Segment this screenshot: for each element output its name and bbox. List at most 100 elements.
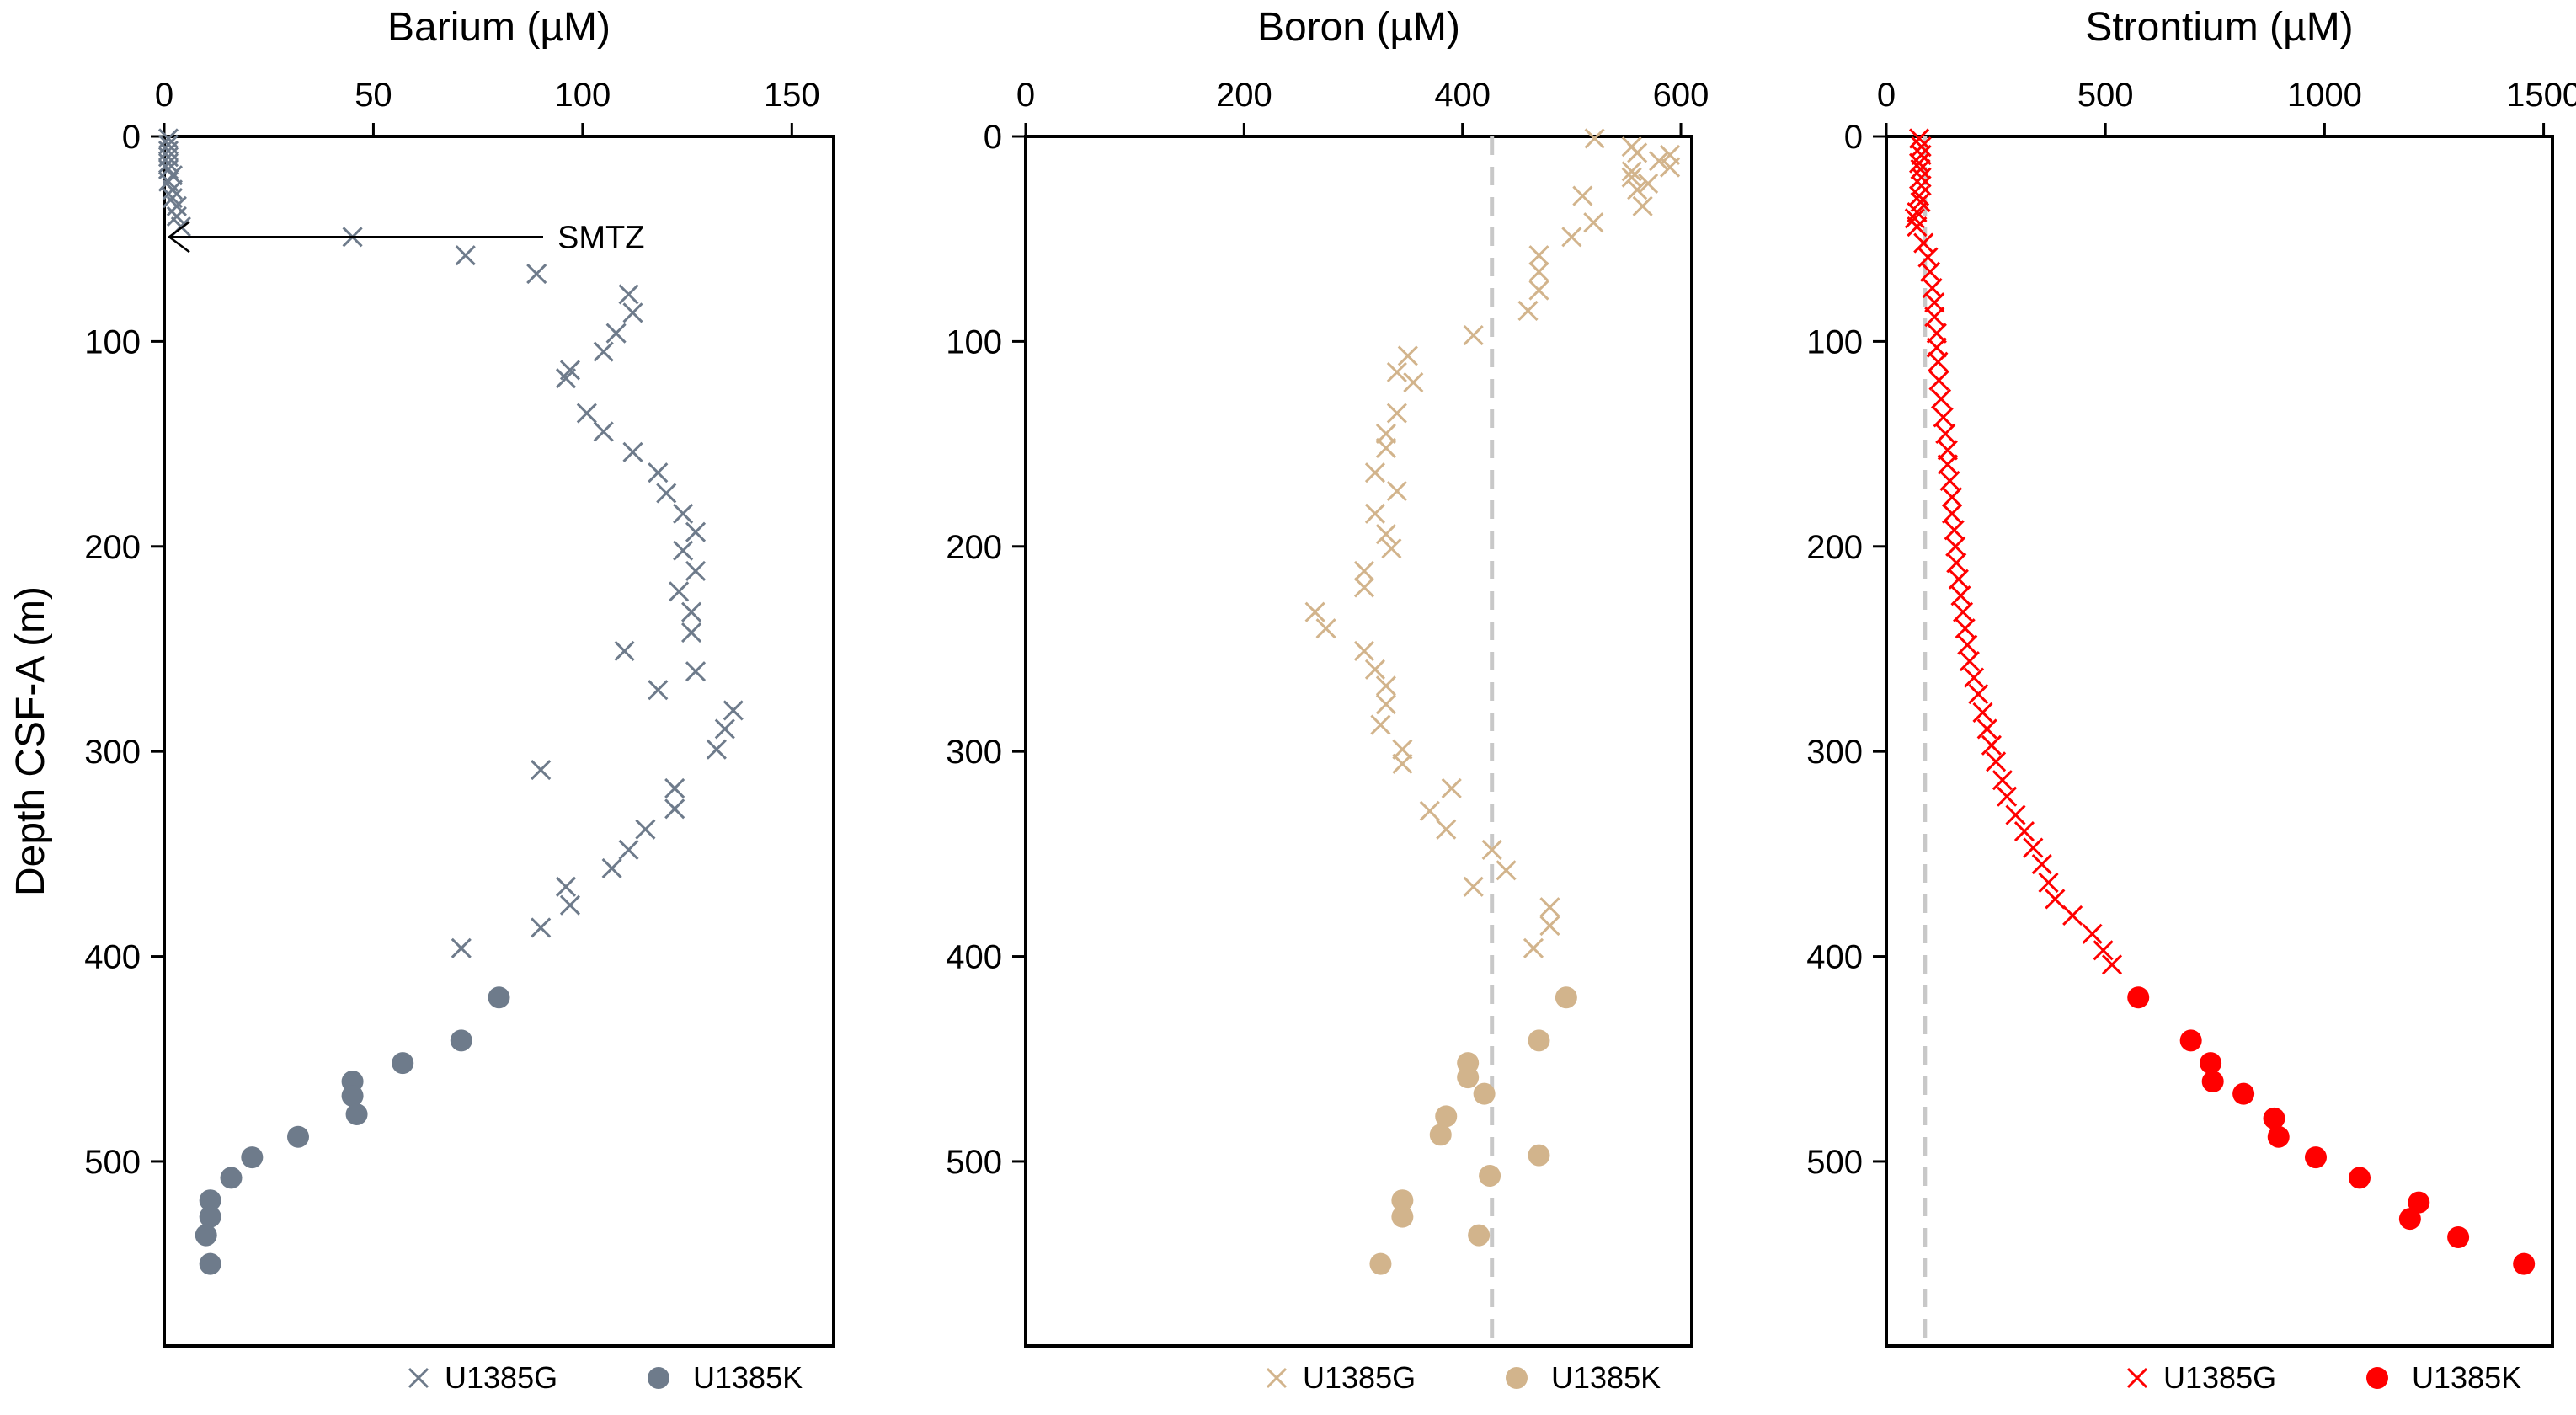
panel-2-point-U1385K: [1479, 1164, 1501, 1187]
panel-1-point-U1385G: [706, 739, 727, 760]
panel-2-point-U1385G: [1364, 462, 1386, 483]
panel-3-legend-label: U1385G: [2163, 1360, 2276, 1395]
panel-1-point-U1385G: [162, 179, 183, 200]
panel-3-point-U1385G: [2038, 872, 2059, 893]
panel-3-point-U1385K: [2127, 986, 2150, 1009]
panel-3-frame: [1885, 135, 2554, 1348]
panel-2-point-U1385K: [1555, 986, 1577, 1009]
panel-2-legend-marker-U1385G: [1266, 1367, 1288, 1389]
panel-3-point-U1385G: [1904, 208, 1925, 229]
panel-3-point-U1385K: [2408, 1191, 2430, 1214]
panel-1-point-U1385G: [685, 521, 707, 542]
panel-3-point-U1385G: [1944, 520, 1965, 541]
panel-1-ytick-label: 300: [84, 734, 141, 771]
panel-3-point-U1385G: [1937, 454, 1958, 475]
panel-1-legend-label: U1385K: [693, 1360, 803, 1395]
panel-3-point-U1385G: [2023, 837, 2044, 858]
panel-3-point-U1385K: [2200, 1052, 2222, 1075]
panel-3-point-U1385G: [2031, 853, 2052, 875]
panel-1-frame: [163, 135, 835, 1348]
panel-frames: [151, 123, 2554, 1348]
panel-3-point-U1385G: [2093, 940, 2114, 961]
panel-1-xtick-label: 50: [355, 77, 392, 114]
panel-1-point-U1385K: [199, 1205, 221, 1228]
panel-2-point-U1385G: [1353, 640, 1375, 661]
panel-2-point-U1385G: [1621, 161, 1642, 182]
panel-2-point-U1385G: [1583, 212, 1604, 233]
panel-1-point-U1385G: [685, 560, 707, 582]
panel-2-point-U1385K: [1369, 1252, 1392, 1275]
panel-2-point-U1385G: [1638, 173, 1659, 195]
panel-3-point-U1385G: [1986, 751, 2007, 772]
panel-2-point-U1385G: [1370, 714, 1391, 735]
panel-2-point-U1385K: [1457, 1066, 1480, 1089]
chart-text: Barium (µM)0 50 100 1500100200300400500U138…: [8, 5, 2576, 1395]
panel-3-point-U1385K: [2304, 1146, 2327, 1169]
panel-3-legend-label: U1385K: [2412, 1360, 2521, 1395]
panel-3-ytick-label: 400: [1806, 939, 1863, 976]
panel-3-point-U1385G: [2045, 889, 2066, 910]
panel-3-point-U1385G: [1955, 618, 1976, 639]
panel-2-point-U1385K: [1468, 1224, 1491, 1247]
panel-1-point-U1385K: [220, 1167, 243, 1189]
panel-2-point-U1385G: [1517, 300, 1539, 321]
panel-2-point-U1385G: [1403, 372, 1424, 393]
panel-1-xtick-label: 150: [764, 77, 820, 114]
panel-1-point-U1385G: [618, 284, 639, 305]
panel-2-point-U1385G: [1627, 179, 1648, 200]
panel-2-point-U1385G: [1441, 777, 1462, 799]
panel-2-xtick-label: 200: [1216, 77, 1272, 114]
panel-2-point-U1385G: [1584, 128, 1605, 149]
panel-1-point-U1385K: [341, 1085, 364, 1108]
panel-2-frame: [1024, 135, 1693, 1348]
panel-1-point-U1385G: [576, 403, 597, 424]
panel-2-point-U1385G: [1375, 694, 1396, 715]
panel-2-ytick-label: 300: [946, 734, 1002, 771]
annotation-arrow-head: [167, 221, 190, 254]
panel-1-point-U1385G: [681, 622, 702, 643]
panel-2-ytick-label: 100: [946, 323, 1002, 360]
panel-3-point-U1385K: [2349, 1167, 2371, 1189]
panel-1-ytick-label: 0: [122, 119, 141, 156]
panel-1-point-U1385G: [664, 777, 685, 799]
panel-2-point-U1385G: [1463, 876, 1484, 897]
panel-3-point-U1385G: [1941, 487, 1963, 508]
panel-1-point-U1385G: [714, 718, 735, 740]
panel-3-point-U1385K: [2201, 1071, 2224, 1093]
panel-2-point-U1385G: [1375, 437, 1396, 459]
panel-1-ytick-label: 500: [84, 1144, 141, 1181]
panel-2-point-U1385G: [1528, 261, 1549, 282]
panel-3-point-U1385G: [1926, 323, 1947, 344]
panel-2-point-U1385G: [1660, 157, 1681, 178]
panel-2-point-U1385G: [1621, 167, 1642, 188]
panel-3-point-U1385K: [2232, 1082, 2255, 1105]
panel-1-point-U1385G: [555, 368, 577, 389]
panel-2-point-U1385G: [1353, 560, 1375, 582]
panel-3-point-U1385G: [1924, 292, 1945, 313]
panel-2-point-U1385G: [1528, 280, 1549, 301]
panel-1-ytick-label: 200: [84, 529, 141, 566]
panel-2-point-U1385G: [1481, 839, 1502, 861]
panel-1-point-U1385K: [287, 1125, 309, 1148]
panel-2-point-U1385G: [1539, 897, 1560, 918]
panel-3-point-U1385G: [2005, 804, 2026, 825]
panel-1-point-U1385G: [166, 195, 187, 216]
panel-2-point-U1385G: [1392, 739, 1413, 760]
panel-1-point-U1385K: [199, 1189, 221, 1212]
panel-3-point-U1385G: [1933, 407, 1954, 428]
panel-3-ytick-label: 300: [1806, 734, 1863, 771]
panel-1-point-U1385G: [648, 680, 669, 701]
panel-3-point-U1385G: [2101, 954, 2123, 975]
panel-1-point-U1385K: [345, 1103, 368, 1125]
panel-2-point-U1385G: [1304, 601, 1325, 622]
panel-1-point-U1385G: [681, 601, 702, 622]
panel-1-point-U1385G: [526, 264, 547, 285]
panel-3-point-U1385G: [1913, 232, 1934, 254]
panel-1-ytick-label: 100: [84, 323, 141, 360]
panel-2-ytick-label: 200: [946, 529, 1002, 566]
panel-3-point-U1385G: [2082, 923, 2103, 944]
panel-2-point-U1385G: [1539, 915, 1560, 937]
panel-3-point-U1385G: [1908, 128, 1930, 149]
